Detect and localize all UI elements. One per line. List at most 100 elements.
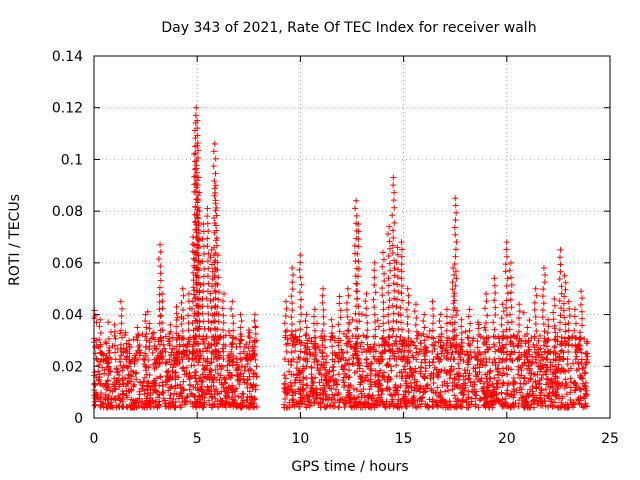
data-point [292,348,299,355]
data-point [125,363,132,370]
data-point [240,348,247,355]
data-point [529,383,536,390]
data-point [386,401,393,408]
data-point [342,370,349,377]
data-point [317,386,324,393]
y-axis-label: ROTI / TECUs [7,194,23,286]
x-tick-label: 15 [395,431,413,447]
data-point [233,359,240,366]
data-point [128,373,135,380]
data-point [547,359,554,366]
data-point [393,362,400,369]
data-point [253,403,260,410]
data-point [300,388,307,395]
data-point [476,397,483,404]
data-point [303,375,310,382]
data-point [226,369,233,376]
data-point [464,359,471,366]
data-point [188,390,195,397]
data-point [225,328,232,335]
data-point [450,366,457,373]
data-point [419,394,426,401]
data-point [130,369,137,376]
data-point [292,341,299,348]
data-point [563,391,570,398]
data-point [133,369,140,376]
data-point [472,401,479,408]
data-point [186,386,193,393]
data-point [410,399,417,406]
data-point [243,396,250,403]
data-point [290,371,297,378]
data-point [298,339,305,346]
data-point [387,375,394,382]
data-point [375,392,382,399]
data-point [294,359,301,366]
data-point [282,375,289,382]
data-point [515,363,522,370]
data-point [570,360,577,367]
data-point [487,368,494,375]
data-point [116,372,123,379]
data-point [218,365,225,372]
data-point [532,397,539,404]
data-point [527,375,534,382]
data-point [124,375,131,382]
data-point [382,347,389,354]
data-point [344,327,351,334]
data-point [299,385,306,392]
data-point [390,403,397,410]
data-point [160,395,167,402]
y-tick-label: 0.02 [52,359,83,375]
data-point [222,380,229,387]
data-point [568,379,575,386]
y-tick-label: 0.1 [61,152,83,168]
data-point [500,401,507,408]
data-point [394,384,401,391]
data-point [105,371,112,378]
data-point [470,378,477,385]
data-point [323,392,330,399]
data-point [458,390,465,397]
data-point [102,381,109,388]
data-point [571,387,578,394]
data-point [112,386,119,393]
y-tick-label: 0 [74,411,83,427]
data-point [477,358,484,365]
data-point [200,374,207,381]
data-point [296,379,303,386]
data-point [456,354,463,361]
data-point [582,400,589,407]
data-point [345,367,352,374]
data-point [244,384,251,391]
data-point [510,394,517,401]
data-point [482,371,489,378]
data-point [324,378,331,385]
data-point [246,388,253,395]
data-point [397,382,404,389]
data-point [401,347,408,354]
data-point [577,374,584,381]
data-point [319,350,326,357]
data-point [120,381,127,388]
data-point [402,388,409,395]
data-point [159,379,166,386]
data-point [350,395,357,402]
data-point [109,343,116,350]
data-point [526,346,533,353]
data-point [401,363,408,370]
data-point [515,371,522,378]
data-point [161,345,168,352]
data-point [346,398,353,405]
data-point [142,333,149,340]
data-point [199,362,206,369]
data-point [117,330,124,337]
data-point [578,386,585,393]
data-point [552,373,559,380]
data-point [175,358,182,365]
data-point [393,373,400,380]
data-point [239,397,246,404]
data-point [123,340,130,347]
data-point [191,369,198,376]
